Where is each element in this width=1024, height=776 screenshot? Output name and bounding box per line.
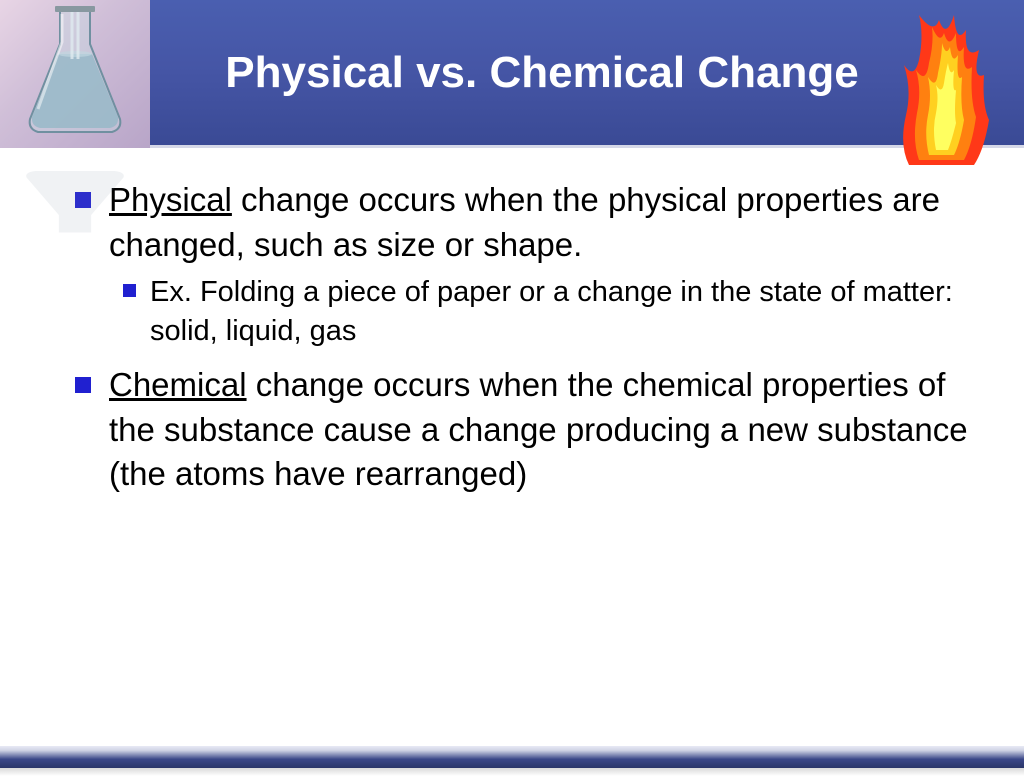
underlined-word: Chemical (109, 366, 247, 403)
slide-content: Physical change occurs when the physical… (0, 148, 1024, 523)
bullet-text: Chemical change occurs when the chemical… (109, 363, 974, 497)
bullet-rest: change occurs when the physical properti… (109, 181, 940, 263)
flask-reflection (5, 165, 145, 235)
slide-header: Physical vs. Chemical Change (0, 0, 1024, 148)
sub-bullet-item: Ex. Folding a piece of paper or a change… (123, 273, 974, 351)
flame-icon (884, 5, 1004, 175)
sub-bullet-text: Ex. Folding a piece of paper or a change… (150, 273, 974, 351)
bullet-marker-icon (75, 377, 91, 393)
bullet-item: Chemical change occurs when the chemical… (75, 363, 974, 497)
header-shadow (0, 768, 1024, 776)
bullet-item: Physical change occurs when the physical… (75, 178, 974, 267)
slide-title: Physical vs. Chemical Change (165, 45, 858, 100)
footer-bar (0, 746, 1024, 768)
flask-image (0, 0, 150, 148)
bullet-marker-icon (123, 284, 136, 297)
bullet-text: Physical change occurs when the physical… (109, 178, 974, 267)
